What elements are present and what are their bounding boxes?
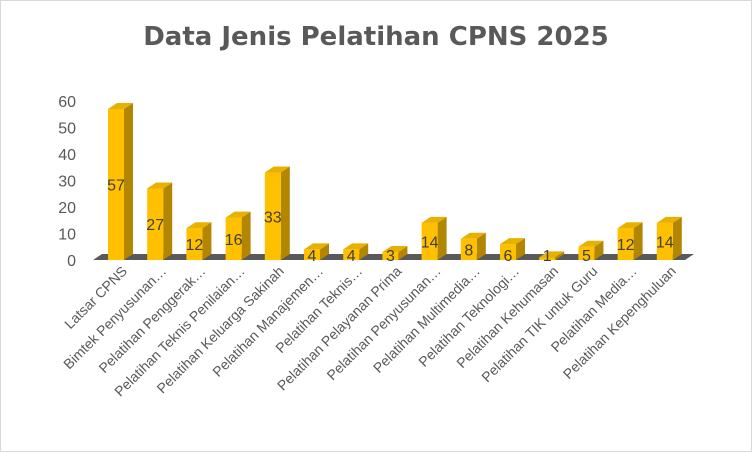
- bar-side: [359, 243, 369, 260]
- bar-top: [421, 216, 447, 223]
- bar-side: [594, 240, 604, 260]
- data-label: 16: [225, 232, 243, 249]
- y-tick-label: 40: [58, 147, 76, 164]
- bar-top: [578, 240, 604, 247]
- bar-side: [398, 246, 408, 260]
- chart-title: Data Jenis Pelatihan CPNS 2025: [143, 22, 609, 52]
- y-tick-label: 0: [67, 253, 76, 270]
- bar-side: [633, 222, 643, 260]
- bar-top: [500, 238, 525, 245]
- bar-top: [147, 182, 173, 189]
- bar: [500, 244, 516, 260]
- data-label: 57: [107, 177, 125, 194]
- bar-side: [672, 216, 682, 260]
- bar: [343, 249, 360, 260]
- data-label: 14: [656, 234, 674, 251]
- bar-side: [437, 216, 447, 260]
- bar: [617, 228, 634, 260]
- bar-top: [225, 211, 251, 218]
- data-label: 12: [617, 237, 635, 254]
- y-tick-label: 60: [58, 94, 76, 111]
- bar: [460, 238, 477, 260]
- bar-side: [555, 251, 565, 260]
- data-label: 6: [504, 248, 513, 265]
- bar-top: [264, 166, 290, 173]
- data-label: 14: [421, 234, 439, 251]
- bar-side: [476, 232, 486, 260]
- data-label: 8: [464, 242, 473, 259]
- bar-top: [617, 222, 643, 229]
- bar-top: [382, 246, 408, 253]
- bar-side: [320, 243, 329, 260]
- data-label: 5: [582, 248, 591, 265]
- bar-top: [539, 251, 565, 258]
- bar: [578, 246, 595, 260]
- y-tick-label: 30: [58, 174, 76, 191]
- data-label: 4: [308, 248, 317, 265]
- bar-top: [343, 243, 369, 250]
- bar: [656, 222, 673, 260]
- data-label: 33: [264, 209, 282, 226]
- bar-side: [124, 102, 133, 260]
- data-label: 3: [386, 248, 395, 265]
- bar: [186, 228, 203, 260]
- y-tick-label: 20: [58, 200, 76, 217]
- bar-top: [656, 216, 682, 223]
- bar-side: [241, 211, 251, 260]
- bar: [147, 188, 164, 260]
- bar-top: [460, 232, 486, 239]
- bar-side: [202, 222, 212, 260]
- bar-top: [108, 102, 133, 109]
- bar: [108, 108, 124, 260]
- bar: [225, 217, 242, 260]
- data-label: 27: [146, 217, 164, 234]
- data-label: 1: [543, 248, 552, 265]
- bar: [539, 257, 556, 260]
- bar: [382, 252, 399, 260]
- data-label: 4: [347, 248, 356, 265]
- bar-top: [186, 222, 212, 229]
- data-label: 12: [186, 237, 204, 254]
- bar: [421, 222, 438, 260]
- bar: [304, 249, 320, 260]
- bar-side: [516, 238, 525, 260]
- bar: [264, 172, 281, 260]
- bar-side: [280, 166, 290, 260]
- y-tick-label: 50: [58, 121, 76, 138]
- bar-side: [163, 182, 173, 260]
- y-tick-label: 10: [58, 227, 76, 244]
- bar-top: [304, 243, 329, 250]
